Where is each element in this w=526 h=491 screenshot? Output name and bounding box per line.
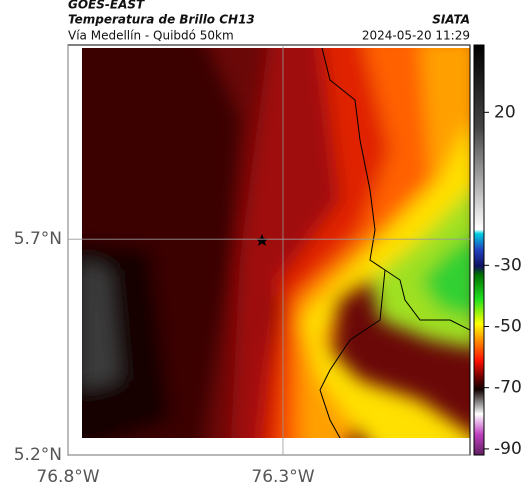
- colorbar-tick-label: -30: [494, 255, 522, 275]
- border-line: [319, 48, 470, 438]
- colorbar: [473, 44, 485, 456]
- org: SIATA: [432, 13, 470, 27]
- lon-tick-label: 76.3°W: [251, 467, 314, 487]
- source: GOES-EAST: [68, 0, 145, 12]
- location-marker: [255, 234, 269, 246]
- lat-tick-label: 5.2°N: [14, 445, 62, 465]
- colorbar-tick-label: -90: [494, 439, 522, 459]
- colorbar-tick-label: -50: [494, 316, 522, 336]
- datetime: 2024-05-20 11:29: [362, 29, 470, 43]
- satellite-raster: [82, 48, 470, 438]
- lat-tick-label: 5.7°N: [14, 229, 62, 249]
- title: Temperatura de Brillo CH13: [68, 13, 255, 27]
- colorbar-tick-label: -70: [494, 378, 522, 398]
- subtitle: Vía Medellín - Quibdó 50km: [68, 29, 234, 43]
- colorbar-tick-label: 20: [494, 102, 516, 122]
- lon-tick-label: 76.8°W: [36, 467, 99, 487]
